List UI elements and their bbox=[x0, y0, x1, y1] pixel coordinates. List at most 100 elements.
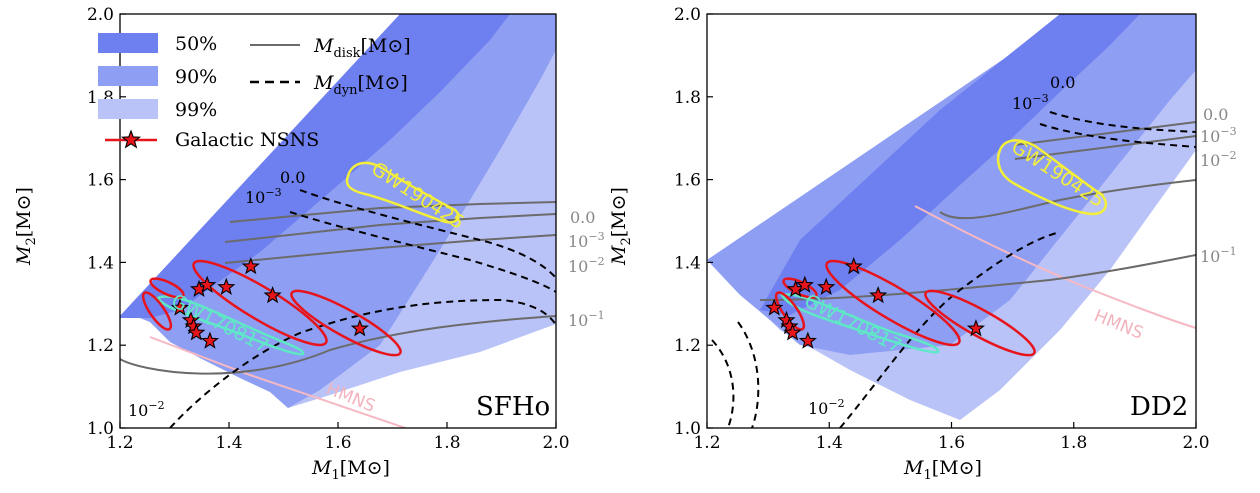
y-tick-label: 1.2 bbox=[674, 336, 701, 356]
y-tick-label: 1.4 bbox=[674, 253, 701, 273]
y-tick-label: 1.4 bbox=[87, 253, 114, 273]
dyn-contour-1e-2 bbox=[839, 231, 1061, 428]
galactic-nsns-star bbox=[120, 129, 142, 149]
x-axis-title: M1[M⊙] bbox=[311, 457, 390, 483]
x-tick-label: 1.4 bbox=[215, 433, 242, 453]
legend-swatch-50 bbox=[98, 33, 158, 53]
legend-swatch-99 bbox=[98, 99, 158, 119]
galactic-nsns-star bbox=[765, 298, 784, 316]
gw190425-region bbox=[345, 161, 460, 224]
x-tick-label: 1.8 bbox=[1060, 433, 1087, 453]
y-tick-label: 1.6 bbox=[674, 171, 701, 191]
dyn-contour-inner-a bbox=[711, 339, 735, 428]
disk-label-0: 0.0 bbox=[1203, 105, 1228, 124]
galactic-nsns-star bbox=[170, 298, 190, 316]
y-axis-title: M2[M⊙] bbox=[608, 187, 634, 266]
disk-contour-0 bbox=[1014, 121, 1196, 146]
hmns-label: HMNS bbox=[1091, 306, 1146, 344]
galactic-nsns-star bbox=[200, 331, 220, 349]
galactic-nsns-star bbox=[966, 319, 986, 337]
panel-sfho: 1.2 1.4 1.6 1.8 2.01.01.21.41.61.82.0 0.0 10… bbox=[13, 5, 605, 483]
disk-contour-1e-2 bbox=[939, 179, 1196, 220]
disk-contour-0 bbox=[229, 201, 556, 223]
galactic-nsns-star bbox=[783, 323, 802, 341]
galactic-ellipse bbox=[774, 291, 806, 331]
y-tick-label: 2.0 bbox=[674, 5, 701, 25]
x-tick-label: 1.2 bbox=[693, 433, 720, 453]
galactic-nsns-star bbox=[844, 256, 863, 275]
dyn-contour-0 bbox=[299, 189, 556, 279]
y-axis-title: M2[M⊙] bbox=[13, 187, 39, 266]
dyn-contour-inner-b bbox=[737, 321, 760, 428]
hmns-line bbox=[149, 336, 409, 428]
dyn-label-1e-2: 10−2 bbox=[128, 399, 165, 420]
galactic-nsns-star bbox=[817, 277, 836, 295]
legend-label-90: 90% bbox=[175, 66, 217, 88]
galactic-ellipse bbox=[141, 291, 173, 331]
panel-title-dd2: DD2 bbox=[1130, 392, 1188, 422]
galactic-nsns-star bbox=[241, 256, 260, 275]
y-tick-label: 1.0 bbox=[87, 419, 114, 439]
x-axis-title: M1[M⊙] bbox=[903, 457, 982, 483]
x-tick-label: 1.6 bbox=[938, 433, 965, 453]
disk-contour-1e-1 bbox=[120, 315, 556, 375]
x-tick-label: 1.8 bbox=[433, 433, 460, 453]
galactic-nsns-star bbox=[187, 323, 206, 341]
galactic-nsns-star bbox=[198, 275, 217, 293]
gw190425-region bbox=[996, 139, 1108, 216]
gw170817-region bbox=[156, 295, 305, 356]
dyn-contour-0 bbox=[1049, 111, 1196, 133]
panel-title-sfho: SFHo bbox=[476, 392, 550, 422]
galactic-nsns-star bbox=[869, 285, 888, 304]
legend-label-dyn: Mdyn[M⊙] bbox=[313, 72, 408, 98]
galactic-nsns-star bbox=[798, 331, 817, 349]
legend: 50% 90% 99% Galactic NSNS Mdisk[M⊙] Mdyn… bbox=[98, 33, 411, 151]
disk-label-1e-2: 10−2 bbox=[568, 255, 605, 276]
dyn-label-0: 0.0 bbox=[1050, 73, 1075, 92]
disk-label-1e-3: 10−3 bbox=[568, 230, 605, 251]
disk-contour-1e-1 bbox=[759, 254, 1196, 301]
legend-label-disk: Mdisk[M⊙] bbox=[313, 35, 411, 61]
galactic-ellipse bbox=[192, 259, 328, 347]
y-tick-label: 1.0 bbox=[674, 419, 701, 439]
dyn-label-1e-3: 10−3 bbox=[245, 186, 282, 207]
gw170817-region bbox=[780, 293, 940, 354]
y-tick-label: 1.6 bbox=[87, 171, 114, 191]
disk-contour-1e-2 bbox=[224, 234, 556, 264]
hmns-line bbox=[914, 205, 1196, 329]
x-tick-label: 2.0 bbox=[542, 433, 569, 453]
y-tick-label: 1.8 bbox=[674, 88, 701, 108]
dyn-label-1e-2: 10−2 bbox=[808, 397, 845, 418]
dyn-contour-1e-3 bbox=[1039, 123, 1196, 148]
disk-label-1e-2: 10−2 bbox=[1200, 149, 1237, 170]
legend-label-99: 99% bbox=[175, 99, 217, 121]
dyn-label-0: 0.0 bbox=[280, 168, 305, 187]
galactic-nsns-star bbox=[263, 285, 282, 304]
dyn-contour-1e-2 bbox=[169, 298, 556, 428]
x-tick-label: 1.6 bbox=[324, 433, 351, 453]
x-tick-label: 1.2 bbox=[106, 433, 133, 453]
galactic-ellipse bbox=[924, 289, 1036, 357]
disk-contour-1e-3 bbox=[1014, 135, 1196, 160]
disk-label-0: 0.0 bbox=[570, 208, 595, 227]
galactic-ellipse bbox=[290, 289, 402, 357]
galactic-nsns-star bbox=[795, 275, 814, 293]
galactic-nsns-star bbox=[350, 319, 369, 337]
galactic-ellipse bbox=[149, 277, 185, 299]
disk-label-1e-3: 10−3 bbox=[1200, 125, 1237, 146]
x-tick-label: 2.0 bbox=[1182, 433, 1209, 453]
legend-label-50: 50% bbox=[175, 33, 217, 55]
ci50-region bbox=[120, 14, 510, 318]
disk-contour-1e-3 bbox=[224, 213, 556, 243]
dyn-label-1e-3: 10−3 bbox=[1012, 92, 1049, 113]
galactic-nsns-star bbox=[217, 277, 236, 295]
legend-swatch-90 bbox=[98, 66, 158, 86]
galactic-ellipse bbox=[825, 259, 961, 347]
legend-label-galactic: Galactic NSNS bbox=[175, 129, 319, 151]
y-tick-label: 1.2 bbox=[87, 336, 114, 356]
panel-dd2: 1.2 1.4 1.6 1.8 2.01.01.21.41.61.82.0 0.0 10… bbox=[608, 5, 1237, 483]
disk-label-1e-1: 10−1 bbox=[568, 309, 605, 330]
y-tick-label: 2.0 bbox=[87, 5, 114, 25]
dyn-contour-1e-3 bbox=[289, 211, 556, 293]
